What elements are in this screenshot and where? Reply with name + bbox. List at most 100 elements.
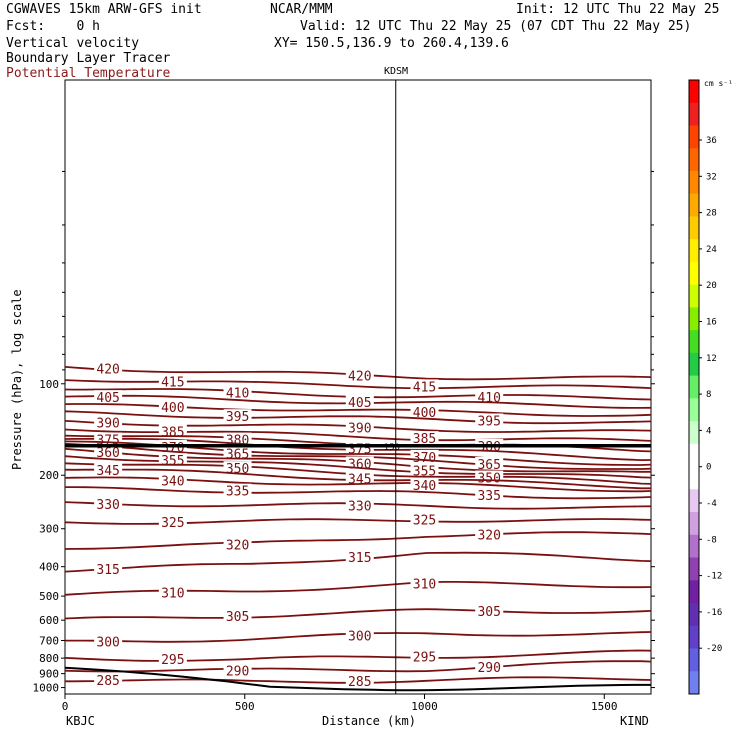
field-potential-temperature: Potential Temperature (6, 66, 171, 81)
isentrope-label: 290 (477, 661, 500, 676)
isentrope-label-bg (223, 663, 252, 677)
isentrope-label: 290 (226, 665, 249, 680)
x-tick-label: 1500 (591, 700, 618, 713)
isentrope-395 (64, 410, 652, 425)
mid-station-label: KDSM (384, 66, 409, 77)
colorbar-swatch (689, 125, 699, 149)
isentrope-label: 405 (96, 391, 119, 406)
isentrope-label: 335 (226, 485, 249, 500)
isentrope-335 (65, 486, 652, 500)
colorbar-swatch (689, 80, 699, 104)
terrain-line (64, 666, 651, 692)
y-tick-label: 400 (39, 561, 59, 574)
field-vertical-velocity: Vertical velocity (6, 36, 140, 51)
isentrope-label-bg (410, 576, 439, 590)
isentrope-label-bg (475, 389, 504, 403)
isentrope-label-bg (410, 463, 439, 477)
forecast-hour: Fcst: 0 h (6, 19, 100, 34)
isentrope-label-bg (223, 483, 252, 497)
isentrope-label-bg (345, 550, 374, 564)
valid-time: Valid: 12 UTC Thu 22 May 25 (07 CDT Thu … (300, 19, 692, 34)
colorbar-swatch (689, 216, 699, 240)
isentrope-label: 340 (161, 474, 184, 489)
isentrope-label-bg (158, 514, 187, 528)
left-endpoint-label: KBJC (66, 714, 95, 728)
colorbar-swatch (689, 330, 699, 354)
y-tick-label: 200 (39, 469, 59, 482)
colorbar-frame (688, 79, 700, 695)
model-title: CGWAVES 15km ARW-GFS init (6, 2, 202, 17)
colorbar-tick-label: -8 (706, 535, 717, 545)
isentrope-label: 295 (161, 653, 184, 668)
isentrope-label-bg (410, 379, 439, 393)
isentrope-label-bg (410, 405, 439, 419)
isentrope-label: 335 (477, 489, 500, 504)
isentrope-label: 410 (226, 387, 249, 402)
isentrope-label-bg (345, 498, 374, 512)
y-tick-label: 1000 (33, 682, 60, 695)
x-tick-label: 0 (62, 700, 69, 713)
colorbar-tick-label: -20 (706, 644, 722, 654)
isentrope-label: 285 (348, 675, 371, 690)
colorbar-swatch (689, 261, 699, 286)
colorbar-swatch (689, 421, 699, 445)
isentrope-label-bg (94, 634, 123, 648)
isentrope-label: 400 (161, 401, 184, 416)
isentrope-label-bg (94, 415, 123, 429)
colorbar-swatch (689, 193, 699, 217)
isentrope-label-bg (94, 444, 123, 458)
pbl-line-label: 150 (384, 443, 400, 453)
isentrope-label-bg (94, 462, 123, 476)
isentrope-label-bg (158, 424, 187, 438)
colorbar-swatch (689, 512, 699, 536)
isentrope-label-bg (410, 512, 439, 526)
colorbar-swatch (689, 580, 699, 604)
colorbar-swatch (689, 102, 699, 126)
colorbar-units: cm s⁻¹ (704, 79, 733, 88)
colorbar-tick-label: 8 (706, 390, 711, 400)
isentrope-label-bg (475, 456, 504, 470)
isentrope-label-bg (158, 585, 187, 599)
isentrope-label: 415 (413, 380, 436, 395)
isentrope-label: 395 (477, 414, 500, 429)
isentrope-label-bg (94, 496, 123, 510)
y-tick-label: 600 (39, 614, 59, 627)
init-time: Init: 12 UTC Thu 22 May 25 (516, 2, 720, 17)
isentrope-label-bg (410, 431, 439, 445)
isentrope-305 (64, 608, 652, 620)
isentrope-label: 310 (161, 586, 184, 601)
isentrope-label: 385 (413, 432, 436, 447)
isentrope-label: 310 (413, 578, 436, 593)
isentrope-label-bg (158, 374, 187, 388)
x-tick-label: 500 (235, 700, 255, 713)
isentrope-label: 420 (348, 369, 371, 384)
isentrope-label: 325 (161, 516, 184, 531)
isentrope-label-bg (475, 604, 504, 618)
isentrope-label-bg (345, 628, 374, 642)
colorbar-swatch (689, 671, 699, 695)
isentrope-label: 320 (477, 529, 500, 544)
colorbar-swatch (689, 443, 699, 468)
y-tick-label: 100 (39, 378, 59, 391)
isentrope-label: 330 (348, 499, 371, 514)
colorbar-swatch (689, 307, 699, 331)
xy-coordinates: XY= 150.5,136.9 to 260.4,139.6 (274, 36, 509, 51)
colorbar-swatch (689, 603, 699, 627)
colorbar-swatch (689, 398, 699, 422)
isentrope-label-bg (223, 608, 252, 622)
isentrope-label-bg (94, 673, 123, 687)
isentrope-label-bg (158, 652, 187, 666)
colorbar-tick-label: -4 (706, 499, 717, 509)
isentrope-label-bg (345, 420, 374, 434)
isentrope-label: 305 (477, 605, 500, 620)
isentrope-label-bg (475, 413, 504, 427)
isentrope-label-bg (94, 561, 123, 575)
isentrope-label-bg (475, 659, 504, 673)
isentrope-label-bg (345, 395, 374, 409)
isentrope-label-bg (475, 527, 504, 541)
isentrope-label: 410 (477, 391, 500, 406)
isentrope-label: 320 (226, 539, 249, 554)
colorbar-swatch (689, 375, 699, 399)
isentrope-label: 360 (96, 446, 119, 461)
